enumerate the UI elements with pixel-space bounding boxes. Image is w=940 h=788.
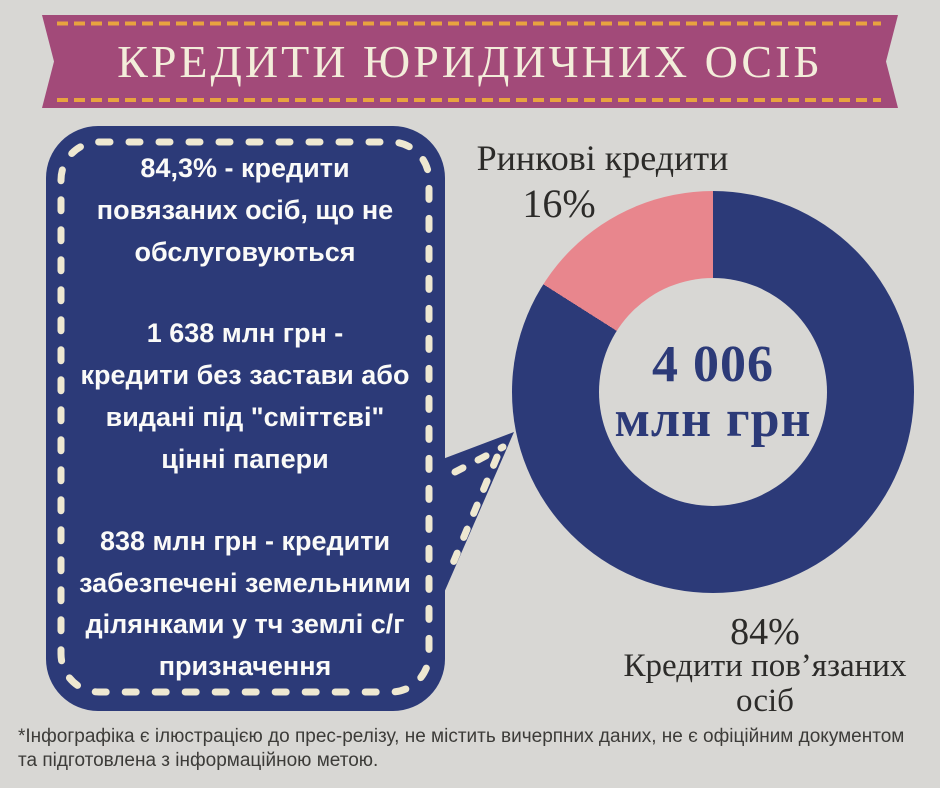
disclaimer-text: *Інфографіка є ілюстрацією до прес-реліз… <box>18 726 905 772</box>
annotation-land-loans: 838 млн грн - кредити забезпечені земель… <box>79 525 411 682</box>
bubble-annotations: 84,3% - кредити повязаних осіб, що не об… <box>58 148 432 688</box>
page-title: КРЕДИТИ ЮРИДИЧНИХ ОСІБ <box>117 36 823 87</box>
label-related-loans-percent: 84% <box>730 611 800 653</box>
donut-center-unit: млн грн <box>614 391 812 448</box>
tail-dash-lower <box>447 453 501 572</box>
label-related-loans: Кредити пов’язаних осіб <box>623 648 907 720</box>
ribbon-banner <box>42 15 898 108</box>
label-market-loans-percent: 16% <box>522 181 596 226</box>
speech-bubble-dashed-border <box>57 138 433 696</box>
tail-dash-upper <box>451 443 507 476</box>
donut-center-value: 4 006 <box>652 335 774 393</box>
annotation-unsecured-loans: 1 638 млн грн - кредити без застави або … <box>80 318 410 474</box>
speech-bubble <box>46 126 445 711</box>
annotation-related-loans: 84,3% - кредити повязаних осіб, що не об… <box>96 152 394 267</box>
speech-bubble-tail <box>440 432 514 602</box>
label-market-loans: Ринкові кредити <box>476 138 729 178</box>
donut-chart: 4 006 млн грн <box>512 191 914 593</box>
donut-hole: 4 006 млн грн <box>599 278 827 506</box>
